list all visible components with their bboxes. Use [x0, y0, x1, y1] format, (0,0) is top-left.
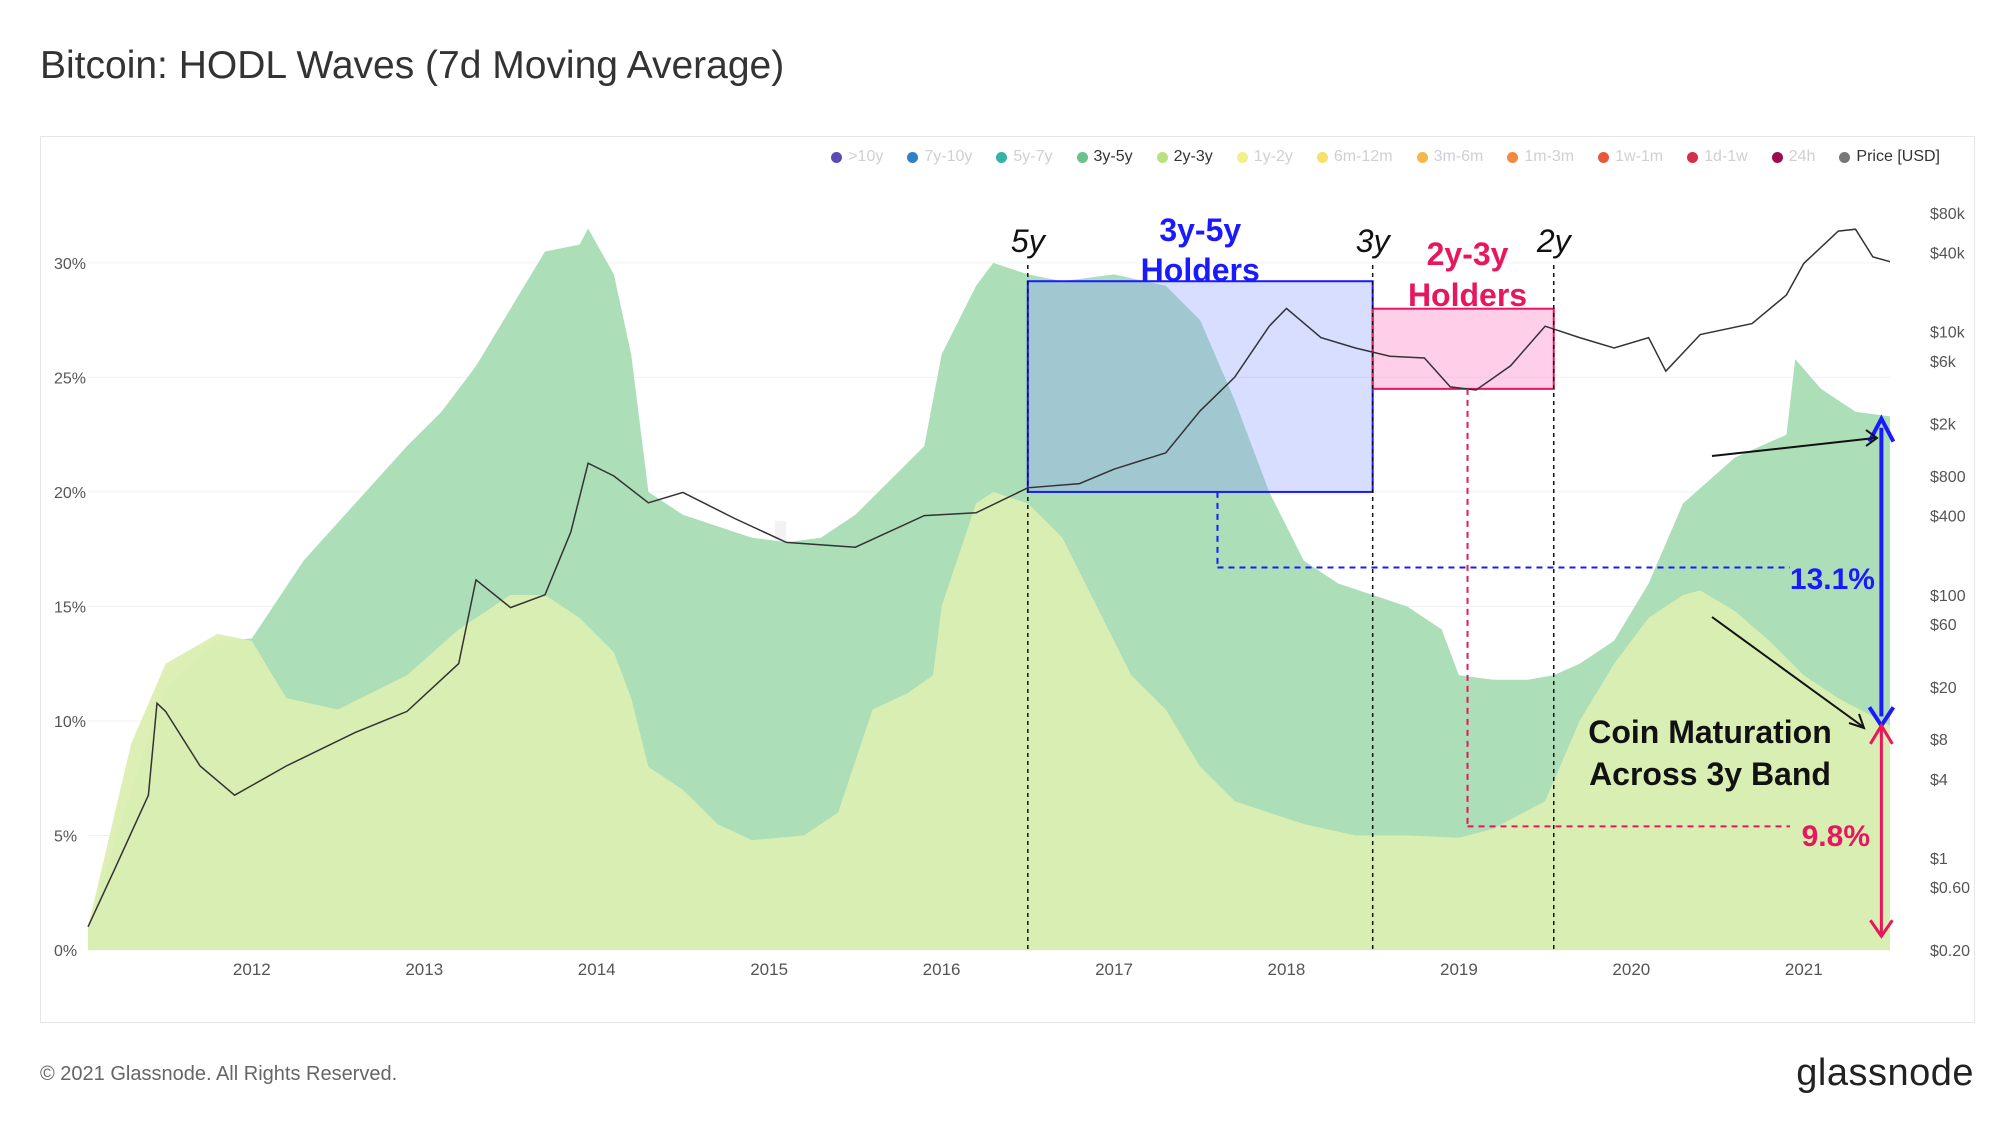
x-tick-label: 2012	[233, 960, 271, 979]
annotation-3y5y: 3y-5y	[1159, 212, 1241, 248]
legend-label: 1w-1m	[1615, 148, 1664, 165]
legend-item[interactable]: 3y-5y	[1076, 148, 1133, 166]
marker-label-2y: 2y	[1536, 223, 1573, 259]
y-tick-label: 10%	[54, 714, 86, 731]
arrowhead-icon	[1848, 713, 1866, 730]
y-right-tick-label: $80k	[1930, 206, 1966, 223]
legend-dot-icon	[1236, 151, 1248, 163]
arrowhead-icon	[1869, 722, 1894, 745]
legend-label: 5y-7y	[1013, 148, 1053, 165]
legend-dot-icon	[1771, 151, 1783, 163]
annotation-2y3y-holders: Holders	[1408, 277, 1527, 313]
arrowhead-icon	[1867, 414, 1896, 443]
x-tick-label: 2020	[1612, 960, 1650, 979]
legend-label: 2y-3y	[1173, 148, 1213, 165]
y-right-tick-label: $4	[1930, 772, 1948, 789]
y-right-tick-label: $40k	[1930, 245, 1966, 262]
y-tick-label: 0%	[54, 943, 77, 960]
legend-label: 1m-3m	[1524, 148, 1575, 165]
annotation-9-8-percent: 9.8%	[1802, 820, 1870, 853]
y-tick-label: 30%	[54, 256, 86, 273]
legend-item[interactable]: 24h	[1771, 148, 1816, 166]
legend-label: 1d-1w	[1704, 148, 1748, 165]
y-tick-label: 25%	[54, 370, 86, 387]
legend-dot-icon	[1076, 151, 1088, 163]
legend-label: 3m-6m	[1433, 148, 1484, 165]
legend-dot-icon	[1316, 151, 1328, 163]
y-right-tick-label: $20	[1930, 680, 1957, 697]
legend-label: 1y-2y	[1253, 148, 1293, 165]
legend-item[interactable]: 1d-1w	[1687, 148, 1748, 166]
y-right-tick-label: $800	[1930, 469, 1966, 486]
x-tick-label: 2016	[923, 960, 961, 979]
y-right-tick-label: $400	[1930, 509, 1966, 526]
callout-arrow	[1711, 437, 1876, 457]
legend-item[interactable]: Price [USD]	[1839, 148, 1940, 166]
legend-dot-icon	[907, 151, 919, 163]
callout-arrow	[1711, 616, 1863, 727]
x-tick-label: 2013	[405, 960, 443, 979]
legend-dot-icon	[1687, 151, 1699, 163]
legend-label: 24h	[1788, 148, 1816, 165]
legend-label: 6m-12m	[1333, 148, 1393, 165]
holders-3y5y-box	[1026, 280, 1374, 493]
legend-label: >10y	[848, 148, 884, 165]
x-tick-label: 2014	[578, 960, 616, 979]
annotation-13-1-percent: 13.1%	[1790, 563, 1875, 596]
legend-label: Price [USD]	[1856, 148, 1940, 165]
annotation-2y3y: 2y-3y	[1427, 236, 1509, 272]
annotation-coin-maturation: Coin Maturation	[1588, 714, 1832, 750]
legend-item[interactable]: 2y-3y	[1156, 148, 1213, 166]
legend-item[interactable]: 3m-6m	[1416, 148, 1484, 166]
legend-dot-icon	[831, 151, 843, 163]
holders-2y3y-box	[1371, 307, 1555, 390]
legend-dot-icon	[1416, 151, 1428, 163]
marker-label-3y: 3y	[1356, 223, 1392, 259]
x-tick-label: 2015	[750, 960, 788, 979]
x-tick-label: 2021	[1785, 960, 1823, 979]
legend-label: 7y-10y	[924, 148, 973, 165]
legend-dot-icon	[1507, 151, 1519, 163]
chart-title: Bitcoin: HODL Waves (7d Moving Average)	[40, 44, 785, 87]
legend-item[interactable]: 6m-12m	[1316, 148, 1393, 166]
copyright-footer: © 2021 Glassnode. All Rights Reserved.	[40, 1063, 398, 1085]
legend-label: 3y-5y	[1093, 148, 1133, 165]
y-right-tick-label: $60	[1930, 617, 1957, 634]
annotation-3y5y-holders: Holders	[1141, 252, 1260, 288]
y-right-tick-label: $2k	[1930, 417, 1957, 434]
legend-dot-icon	[1156, 151, 1168, 163]
legend-item[interactable]: >10y	[831, 148, 883, 166]
y-right-tick-label: $0.60	[1930, 880, 1970, 897]
y-right-tick-label: $10k	[1930, 325, 1966, 342]
chart-panel	[40, 136, 1975, 1023]
x-tick-label: 2018	[1268, 960, 1306, 979]
x-tick-label: 2017	[1095, 960, 1133, 979]
marker-label-5y: 5y	[1011, 223, 1047, 259]
arrowhead-icon	[1865, 429, 1879, 447]
y-tick-label: 15%	[54, 599, 86, 616]
x-tick-label: 2019	[1440, 960, 1478, 979]
y-right-tick-label: $8	[1930, 732, 1948, 749]
legend-item[interactable]: 1y-2y	[1236, 148, 1293, 166]
arrowhead-icon	[1869, 919, 1894, 939]
legend-item[interactable]: 5y-7y	[996, 148, 1053, 166]
chart-legend: >10y 7y-10y 5y-7y 3y-5y 2y-3y 1y-2y 6m-12m 3m-6…	[807, 148, 1940, 166]
y-right-tick-label: $6k	[1930, 354, 1957, 371]
y-tick-label: 20%	[54, 485, 86, 502]
y-right-tick-label: $100	[1930, 588, 1966, 605]
legend-item[interactable]: 1w-1m	[1598, 148, 1663, 166]
legend-item[interactable]: 1m-3m	[1507, 148, 1574, 166]
y-right-tick-label: $0.20	[1930, 943, 1970, 960]
series-area-2y-3y	[88, 491, 1890, 950]
legend-item[interactable]: 7y-10y	[907, 148, 972, 166]
legend-dot-icon	[1598, 151, 1610, 163]
annotation-across-band: Across 3y Band	[1589, 756, 1831, 792]
legend-dot-icon	[996, 151, 1008, 163]
y-tick-label: 5%	[54, 828, 77, 845]
brand-logo: glassnode	[1796, 1052, 1974, 1094]
y-right-tick-label: $1	[1930, 851, 1948, 868]
price-line	[87, 228, 1891, 928]
legend-dot-icon	[1839, 151, 1851, 163]
